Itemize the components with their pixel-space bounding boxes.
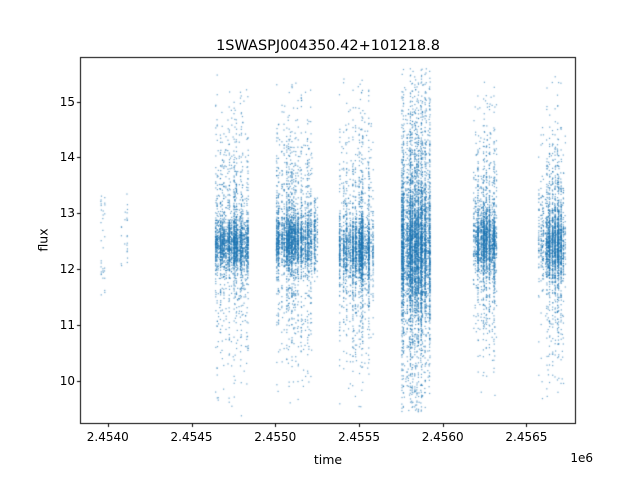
x-axis-label: time [313,452,343,467]
x-tick-label: 2.4545 [170,430,213,444]
y-tick-label: 13 [59,206,75,221]
y-tick-label: 12 [59,262,75,277]
x-tick-label: 2.4560 [421,430,464,444]
y-axis-label: flux [35,228,51,252]
y-tick-label: 15 [59,94,75,109]
x-tick-label: 2.4550 [254,430,297,444]
x-tick-label: 2.4555 [337,430,380,444]
y-tick-label: 11 [59,318,75,333]
y-tick-label: 14 [59,150,75,165]
y-tick-label: 10 [59,374,75,389]
x-axis-offset-label: 1e6 [570,451,593,465]
x-tick-label: 2.4540 [86,430,129,444]
chart-title: 1SWASPJ004350.42+101218.8 [216,38,440,54]
x-tick-label: 2.4565 [505,430,548,444]
